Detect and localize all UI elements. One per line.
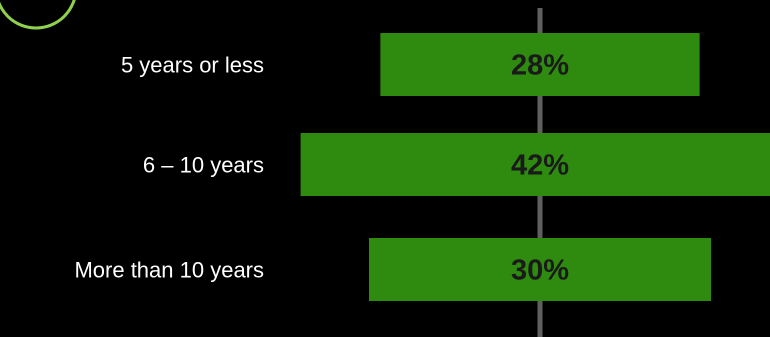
- circle-badge-icon: [0, 0, 76, 30]
- category-label-6-10-years: 6 – 10 years: [143, 153, 264, 178]
- value-label-5-years-or-less: 28%: [511, 50, 569, 82]
- bar-5-years-or-less: [380, 33, 700, 96]
- bars-group: [300, 33, 770, 301]
- category-labels-group: 5 years or less 6 – 10 years More than 10 …: [74, 53, 264, 283]
- category-label-more-than-10-years: More than 10 years: [74, 258, 264, 283]
- category-label-5-years-or-less: 5 years or less: [121, 53, 264, 78]
- value-label-more-than-10-years: 30%: [511, 255, 569, 287]
- value-labels-group: 28% 42% 30%: [511, 50, 569, 287]
- bar-more-than-10-years: [369, 238, 711, 301]
- bar-6-10-years: [300, 133, 770, 196]
- value-label-6-10-years: 42%: [511, 150, 569, 182]
